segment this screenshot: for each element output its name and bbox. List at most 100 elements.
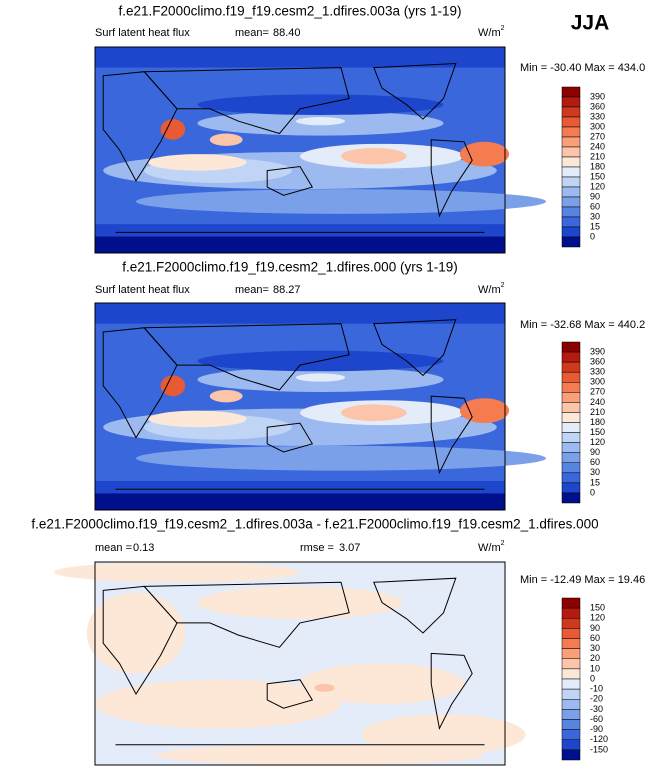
- map-field: [209, 389, 243, 403]
- map-field: [209, 133, 243, 146]
- stat-value: 88.27: [273, 284, 301, 296]
- colorbar-box: [561, 236, 581, 248]
- colorbar-label: 240: [590, 141, 605, 151]
- min-max-part: -32.68: [550, 319, 581, 331]
- map-field: [341, 404, 407, 421]
- min-max-part: Max =: [584, 62, 614, 74]
- map-field: [160, 375, 186, 397]
- colorbar-label: -10: [590, 684, 603, 694]
- colorbar-label: 30: [590, 467, 600, 477]
- colorbar-box: [561, 628, 581, 639]
- colorbar-label: 210: [590, 151, 605, 161]
- colorbar-box: [561, 688, 581, 700]
- colorbar-label: 150: [590, 603, 605, 613]
- colorbar-label: 210: [590, 407, 605, 417]
- colorbar-box: [561, 392, 581, 403]
- units-sup: 2: [501, 282, 505, 289]
- stat-label: mean=: [235, 27, 269, 39]
- map-field: [148, 154, 247, 171]
- colorbar-box: [561, 719, 581, 730]
- colorbar-label: -60: [590, 714, 603, 724]
- colorbar-box: [561, 422, 581, 433]
- map-field: [341, 147, 407, 165]
- colorbar-box: [561, 351, 581, 363]
- colorbar-label: 330: [590, 111, 605, 121]
- colorbar-box: [561, 371, 581, 383]
- colorbar-label: 0: [590, 487, 595, 497]
- colorbar-label: 15: [590, 221, 600, 231]
- colorbar-box: [561, 678, 581, 690]
- colorbar-box: [561, 648, 581, 659]
- colorbar-box: [561, 341, 581, 353]
- colorbar-label: -120: [590, 734, 608, 744]
- map-field: [95, 679, 341, 729]
- min-max-part: Min =: [520, 62, 547, 74]
- units-base: W/m: [478, 284, 501, 296]
- colorbar-box: [561, 136, 581, 148]
- colorbar-box: [561, 196, 581, 208]
- colorbar-box: [561, 146, 581, 158]
- colorbar-label: 0: [590, 673, 595, 683]
- colorbar-box: [561, 462, 581, 474]
- coastline: [373, 319, 457, 377]
- colorbar-label: 300: [590, 121, 605, 131]
- colorbar-box: [561, 186, 581, 198]
- min-max-part: 19.46: [618, 574, 645, 586]
- colorbar-label: 60: [590, 201, 600, 211]
- map-field: [148, 410, 247, 428]
- min-max: Min = -12.49 Max = 19.46: [520, 574, 645, 586]
- units-base: W/m: [478, 542, 501, 554]
- stat-value: 0.13: [133, 542, 154, 554]
- colorbar-box: [561, 96, 581, 108]
- colorbar-box: [561, 166, 581, 178]
- colorbar-box: [561, 402, 581, 413]
- colorbar-label: -20: [590, 694, 603, 704]
- colorbar-label: 360: [590, 101, 605, 111]
- map-field: [300, 663, 464, 705]
- colorbar-box: [561, 618, 581, 629]
- map-field: [136, 445, 546, 471]
- colorbar-box: [561, 216, 581, 228]
- coastline: [266, 422, 314, 453]
- colorbar-box: [561, 361, 581, 373]
- colorbar-box: [561, 126, 581, 138]
- colorbar-label: 150: [590, 171, 605, 181]
- min-max-part: -30.40: [550, 62, 581, 74]
- panel-title: f.e21.F2000climo.f19_f19.cesm2_1.dfires.…: [31, 517, 598, 532]
- colorbar-label: 300: [590, 377, 605, 387]
- units: W/m2: [478, 540, 505, 554]
- colorbar-label: 90: [590, 447, 600, 457]
- colorbar-label: 20: [590, 653, 600, 663]
- colorbar-label: 180: [590, 417, 605, 427]
- map-field: [459, 141, 510, 167]
- map-frame: [94, 46, 506, 254]
- units-sup: 2: [501, 25, 505, 32]
- panel-title: f.e21.F2000climo.f19_f19.cesm2_1.dfires.…: [122, 260, 457, 275]
- coastline: [143, 323, 350, 391]
- colorbar-label: 240: [590, 397, 605, 407]
- colorbar-label: 60: [590, 633, 600, 643]
- colorbar-box: [561, 658, 581, 670]
- colorbar-label: 120: [590, 613, 605, 623]
- colorbar-box: [561, 729, 581, 740]
- colorbar-box: [561, 452, 581, 463]
- colorbar-box: [561, 156, 581, 168]
- map-frame: [94, 561, 506, 766]
- map-frame: [94, 302, 506, 511]
- colorbar-label: 150: [590, 427, 605, 437]
- map-field: [295, 117, 346, 126]
- map-field: [295, 373, 346, 382]
- colorbar-label: 390: [590, 91, 605, 101]
- coastline: [430, 652, 473, 731]
- min-max-part: 440.24: [618, 319, 645, 331]
- colorbar-box: [561, 472, 581, 484]
- stat-label: rmse =: [300, 542, 334, 554]
- coastline: [373, 577, 457, 634]
- colorbar-box: [561, 226, 581, 238]
- map-field: [156, 744, 485, 765]
- min-max-part: 434.04: [618, 62, 645, 74]
- stat-value: 3.07: [339, 542, 360, 554]
- colorbar-label: 90: [590, 623, 600, 633]
- colorbar-box: [561, 206, 581, 218]
